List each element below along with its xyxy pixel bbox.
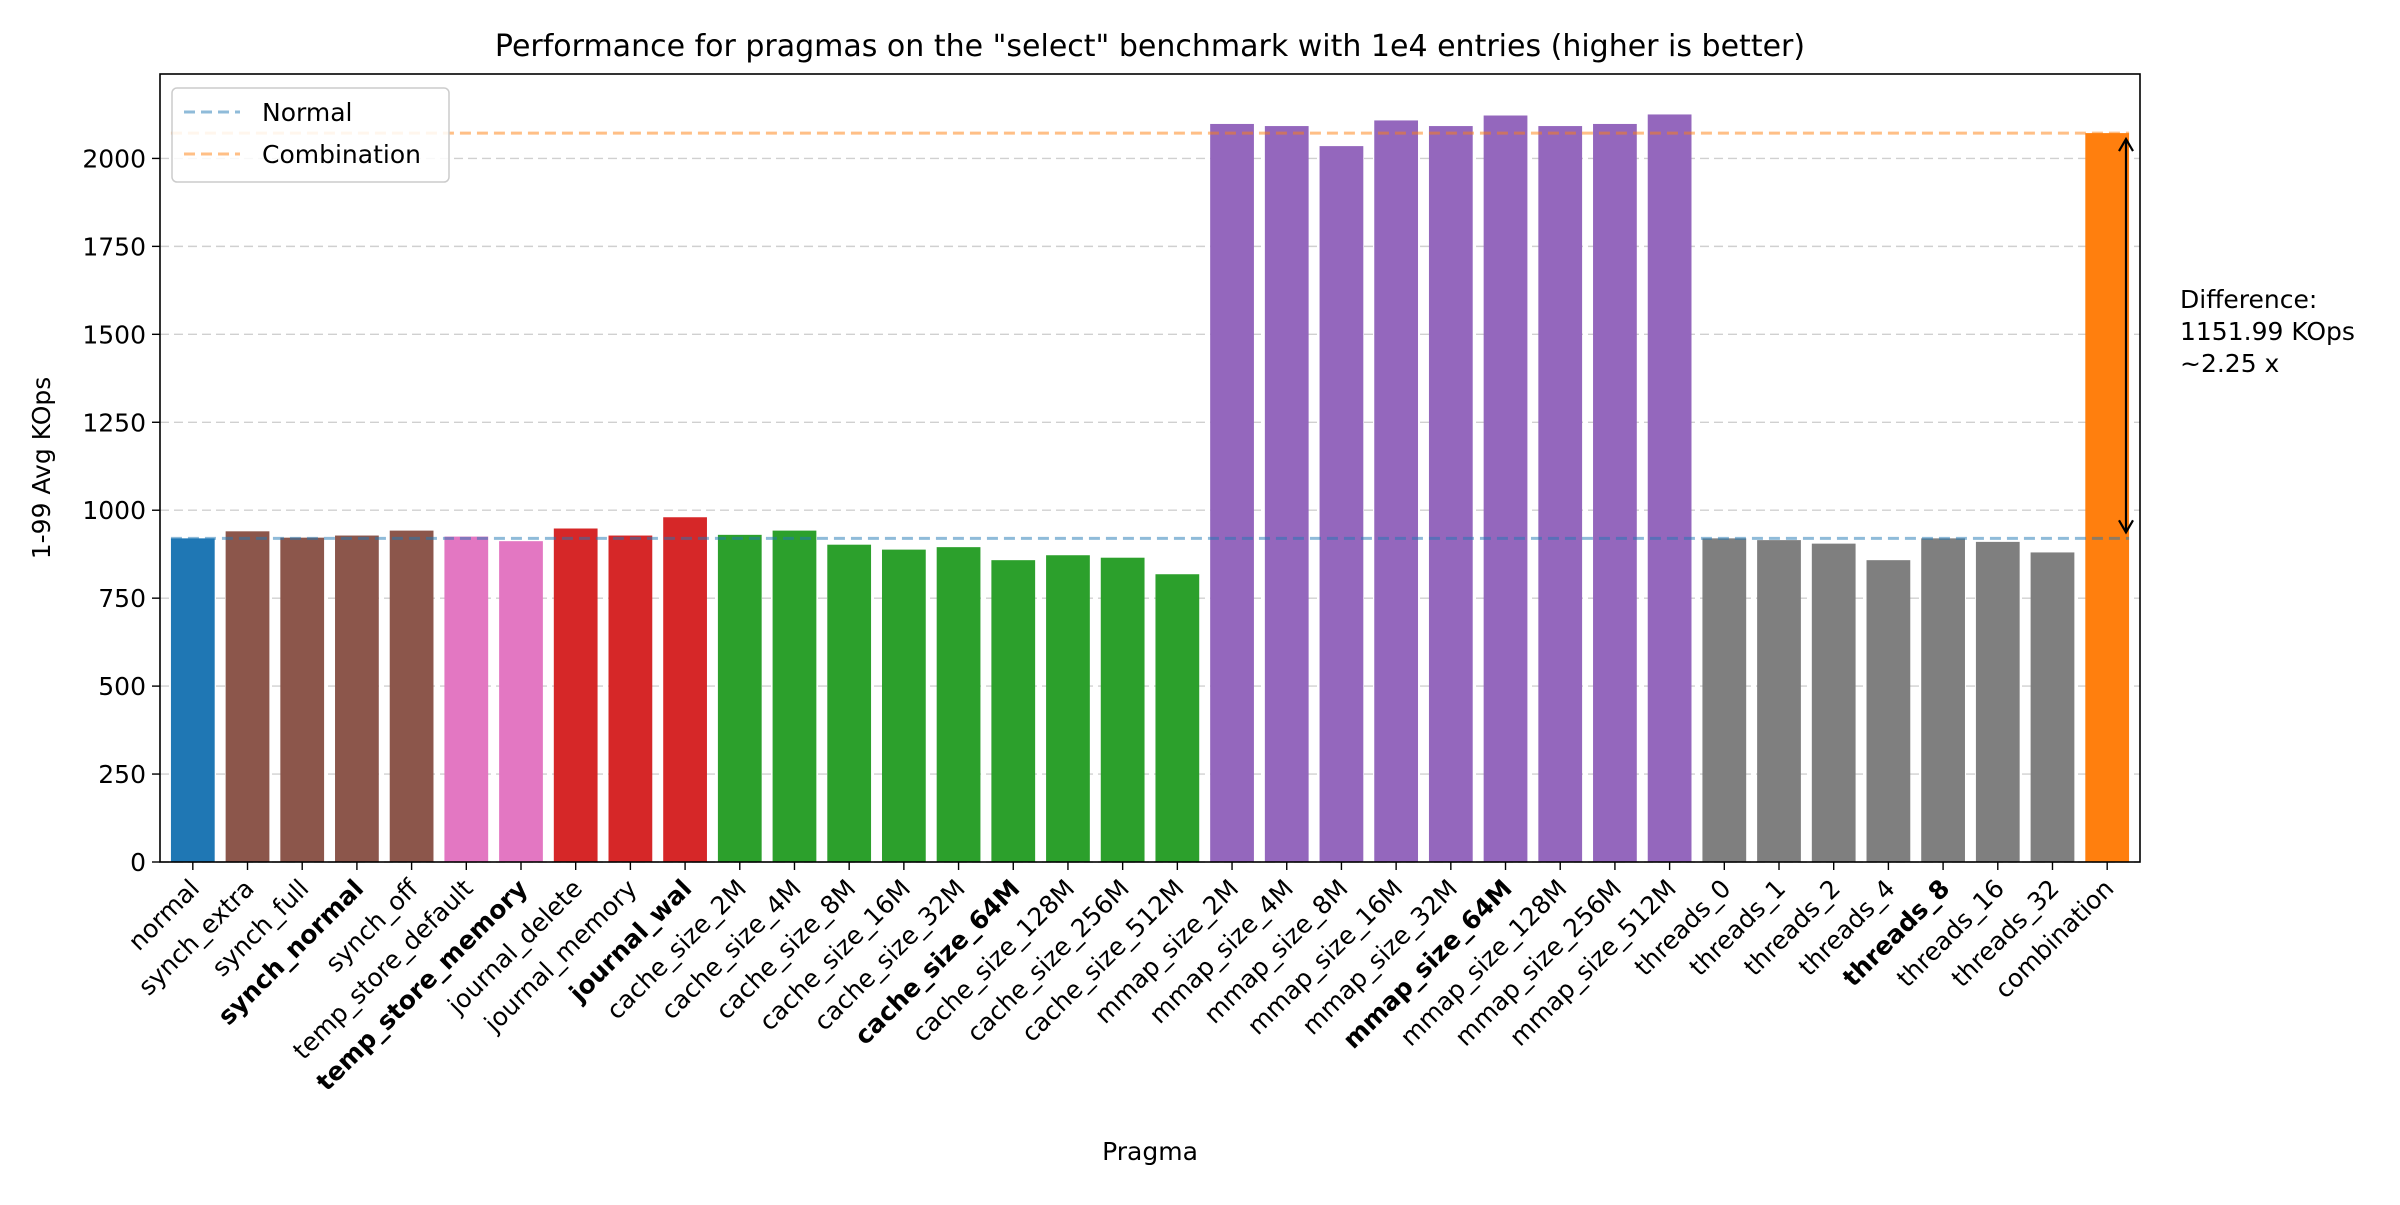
bar-cache-size-128M xyxy=(1046,555,1090,862)
difference-annotation: Difference: 1151.99 KOps ~2.25 x xyxy=(2118,136,2355,535)
bar-journal-delete xyxy=(553,528,598,862)
bar-threads-32 xyxy=(2030,552,2075,862)
bar-synch-full xyxy=(280,537,325,862)
y-axis: 0 250 500 750 1000 1250 1500 1750 2000 xyxy=(82,144,160,877)
bar-mmap-size-16M xyxy=(1374,120,1419,862)
bar-mmap-size-4M xyxy=(1264,126,1309,863)
bar-synch-extra xyxy=(225,531,270,862)
bar-temp-store-memory xyxy=(499,541,543,862)
bar-combination xyxy=(2085,133,2130,863)
bar-mmap-size-8M xyxy=(1319,146,1364,862)
legend-label-combination: Combination xyxy=(262,140,421,169)
difference-ratio: ~2.25 x xyxy=(2180,349,2279,378)
bar-mmap-size-32M xyxy=(1428,126,1473,863)
arrow-head-bottom xyxy=(2118,519,2134,535)
bar-threads-2 xyxy=(1811,543,1856,862)
bar-threads-0 xyxy=(1702,538,1747,862)
bar-threads-8 xyxy=(1921,538,1965,862)
bar-cache-size-256M xyxy=(1100,557,1145,862)
plot-frame xyxy=(159,73,2141,863)
bar-cache-size-16M xyxy=(881,549,926,862)
bar-mmap-size-256M xyxy=(1593,123,1637,863)
bar-cache-size-4M xyxy=(772,530,817,862)
y-tick-label: 1250 xyxy=(82,408,146,437)
legend-label-normal: Normal xyxy=(262,98,352,127)
y-tick-label: 2000 xyxy=(82,144,146,173)
bar-normal xyxy=(170,538,215,862)
bar-cache-size-2M xyxy=(717,534,762,862)
y-tick-label: 0 xyxy=(130,848,146,877)
bar-threads-16 xyxy=(1975,541,2020,862)
x-axis: normalsynch_extrasynch_fullsynch_normals… xyxy=(123,862,2119,1096)
bars xyxy=(170,114,2130,863)
legend-box xyxy=(171,87,450,183)
bar-mmap-size-64M xyxy=(1483,115,1528,862)
bar-journal-memory xyxy=(608,535,653,862)
bar-synch-normal xyxy=(335,535,379,862)
difference-label: Difference: xyxy=(2180,285,2317,314)
bar-synch-off xyxy=(389,530,434,862)
bar-journal-wal xyxy=(663,517,707,862)
y-tick-label: 1750 xyxy=(82,232,146,261)
y-tick-label: 250 xyxy=(98,760,146,789)
bar-cache-size-32M xyxy=(936,547,981,862)
legend: Normal Combination xyxy=(171,87,450,183)
arrow-head-top xyxy=(2118,136,2134,152)
y-tick-label: 1000 xyxy=(82,496,146,525)
bar-cache-size-64M xyxy=(991,560,1036,862)
x-axis-label: Pragma xyxy=(1102,1137,1198,1166)
y-tick-label: 750 xyxy=(98,584,146,613)
y-tick-label: 1500 xyxy=(82,320,146,349)
bar-mmap-size-128M xyxy=(1538,126,1583,863)
bar-mmap-size-512M xyxy=(1647,114,1692,862)
bar-mmap-size-2M xyxy=(1210,123,1254,863)
bar-temp-store-default xyxy=(444,536,489,862)
bar-threads-4 xyxy=(1866,560,1911,862)
chart-title: Performance for pragmas on the "select" … xyxy=(495,29,1805,64)
difference-value: 1151.99 KOps xyxy=(2180,317,2355,346)
reference-lines xyxy=(170,131,2130,540)
y-tick-label: 500 xyxy=(98,672,146,701)
y-axis-label: 1-99 Avg KOps xyxy=(27,377,56,560)
bar-threads-1 xyxy=(1757,540,1801,862)
bar-cache-size-8M xyxy=(827,544,872,862)
bar-cache-size-512M xyxy=(1155,574,1200,862)
